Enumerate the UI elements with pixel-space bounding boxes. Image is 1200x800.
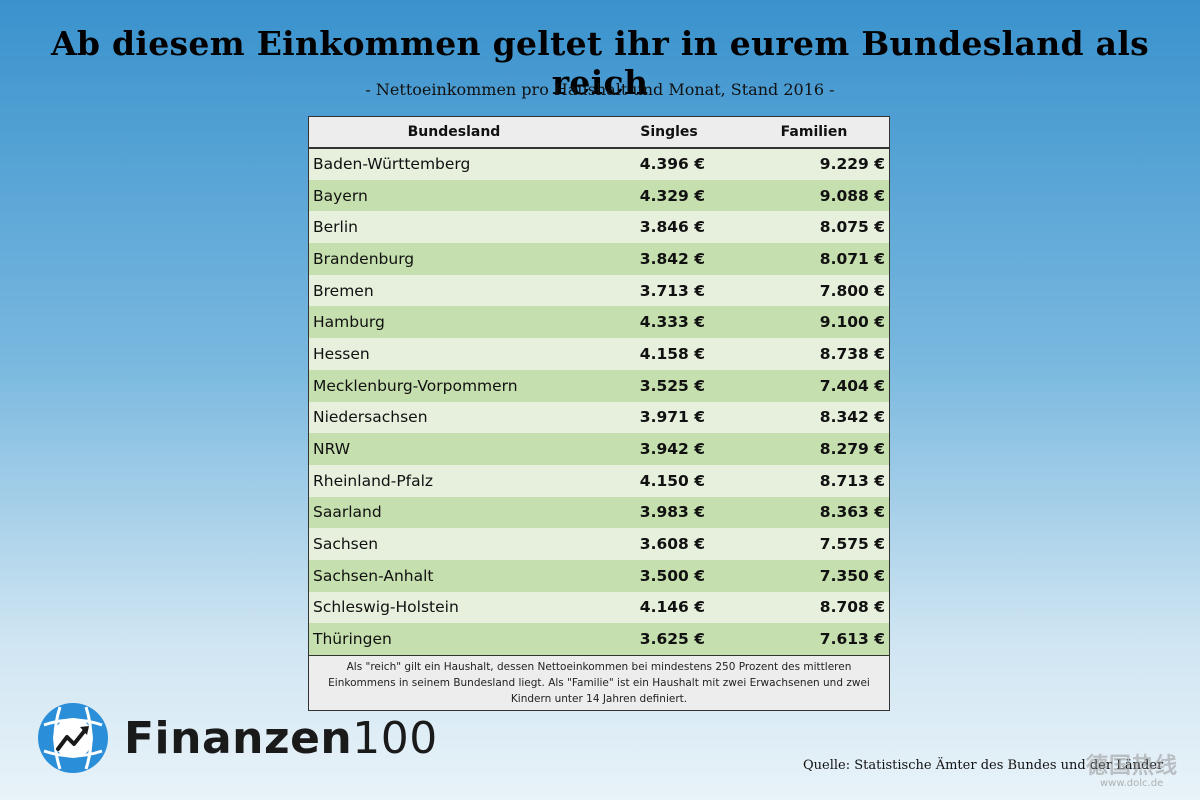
singles-cell: 3.608 € (639, 535, 705, 554)
table-header-row: Bundesland Singles Familien (309, 117, 889, 149)
state-cell: Niedersachsen (313, 408, 428, 427)
table-row: Bremen 3.713 € 7.800 € (309, 274, 889, 307)
state-cell: Thüringen (313, 630, 392, 649)
state-cell: Bayern (313, 186, 368, 205)
families-cell: 8.279 € (819, 440, 885, 459)
singles-cell: 4.333 € (639, 313, 705, 332)
state-cell: Hamburg (313, 313, 385, 332)
state-cell: Brandenburg (313, 249, 415, 268)
state-cell: Rheinland-Pfalz (313, 471, 434, 490)
table-row: Rheinland-Pfalz 4.150 € 8.713 € (309, 464, 889, 497)
table-row: Bayern 4.329 € 9.088 € (309, 179, 889, 212)
logo-text-bold: Finanzen (124, 712, 353, 764)
families-cell: 8.738 € (819, 344, 885, 363)
families-cell: 8.713 € (819, 471, 885, 490)
finanzen100-logo: Finanzen100 (36, 700, 438, 776)
state-cell: Sachsen-Anhalt (313, 566, 434, 585)
page-subtitle: - Nettoeinkommen pro Haushalt und Monat,… (365, 80, 835, 99)
table-row: Thüringen 3.625 € 7.613 € (309, 623, 889, 655)
state-cell: Baden-Württemberg (313, 155, 471, 174)
singles-cell: 3.942 € (639, 440, 705, 459)
logo-text-light: 100 (352, 712, 438, 764)
families-cell: 7.350 € (819, 566, 885, 585)
state-cell: Hessen (313, 344, 370, 363)
table-row: Schleswig-Holstein 4.146 € 8.708 € (309, 591, 889, 624)
families-cell: 8.363 € (819, 503, 885, 522)
table-row: Niedersachsen 3.971 € 8.342 € (309, 401, 889, 434)
families-cell: 9.100 € (819, 313, 885, 332)
table-footnote: Als "reich" gilt ein Haushalt, dessen Ne… (309, 655, 889, 710)
singles-cell: 4.329 € (639, 186, 705, 205)
income-table: Bundesland Singles Familien Baden-Württe… (308, 116, 890, 711)
column-header-singles: Singles (599, 117, 739, 149)
singles-cell: 3.525 € (639, 376, 705, 395)
table-row: Sachsen 3.608 € 7.575 € (309, 528, 889, 560)
singles-cell: 3.713 € (639, 281, 705, 300)
state-cell: Berlin (313, 218, 358, 237)
singles-cell: 3.625 € (639, 630, 705, 649)
table-row: Saarland 3.983 € 8.363 € (309, 496, 889, 529)
column-header-state: Bundesland (309, 117, 599, 149)
state-cell: Saarland (313, 503, 382, 522)
families-cell: 9.088 € (819, 186, 885, 205)
page-title: Ab diesem Einkommen geltet ihr in eurem … (50, 24, 1150, 102)
families-cell: 9.229 € (819, 155, 885, 174)
state-cell: Schleswig-Holstein (313, 598, 459, 617)
families-cell: 8.342 € (819, 408, 885, 427)
singles-cell: 3.500 € (639, 566, 705, 585)
singles-cell: 3.983 € (639, 503, 705, 522)
logo-wordmark: Finanzen100 (124, 713, 438, 764)
source-note: Quelle: Statistische Ämter des Bundes un… (803, 758, 1164, 773)
table-row: Baden-Württemberg 4.396 € 9.229 € (309, 148, 889, 180)
singles-cell: 4.150 € (639, 471, 705, 490)
state-cell: NRW (313, 440, 351, 459)
watermark-text: 德国热线 (1086, 754, 1179, 779)
singles-cell: 3.842 € (639, 249, 705, 268)
singles-cell: 3.971 € (639, 408, 705, 427)
families-cell: 8.071 € (819, 249, 885, 268)
singles-cell: 3.846 € (639, 218, 705, 237)
table-row: Hamburg 4.333 € 9.100 € (309, 306, 889, 339)
families-cell: 7.575 € (819, 535, 885, 554)
table-row: Sachsen-Anhalt 3.500 € 7.350 € (309, 559, 889, 592)
singles-cell: 4.158 € (639, 344, 705, 363)
column-header-families: Familien (739, 117, 889, 149)
families-cell: 7.800 € (819, 281, 885, 300)
table-row: Berlin 3.846 € 8.075 € (309, 211, 889, 244)
table-row: Brandenburg 3.842 € 8.071 € (309, 243, 889, 275)
watermark-url: www.dolc.de (1100, 778, 1164, 789)
table-body: Baden-Württemberg 4.396 € 9.229 € Bayern 4.3… (309, 148, 889, 655)
state-cell: Bremen (313, 281, 374, 300)
table-row: NRW 3.942 € 8.279 € (309, 433, 889, 465)
table-row: Mecklenburg-Vorpommern 3.525 € 7.404 € (309, 369, 889, 402)
singles-cell: 4.146 € (639, 598, 705, 617)
chart-globe-icon (38, 703, 108, 773)
singles-cell: 4.396 € (639, 155, 705, 174)
families-cell: 7.613 € (819, 630, 885, 649)
state-cell: Mecklenburg-Vorpommern (313, 376, 518, 395)
families-cell: 7.404 € (819, 376, 885, 395)
families-cell: 8.708 € (819, 598, 885, 617)
state-cell: Sachsen (313, 535, 379, 554)
families-cell: 8.075 € (819, 218, 885, 237)
table-row: Hessen 4.158 € 8.738 € (309, 338, 889, 370)
